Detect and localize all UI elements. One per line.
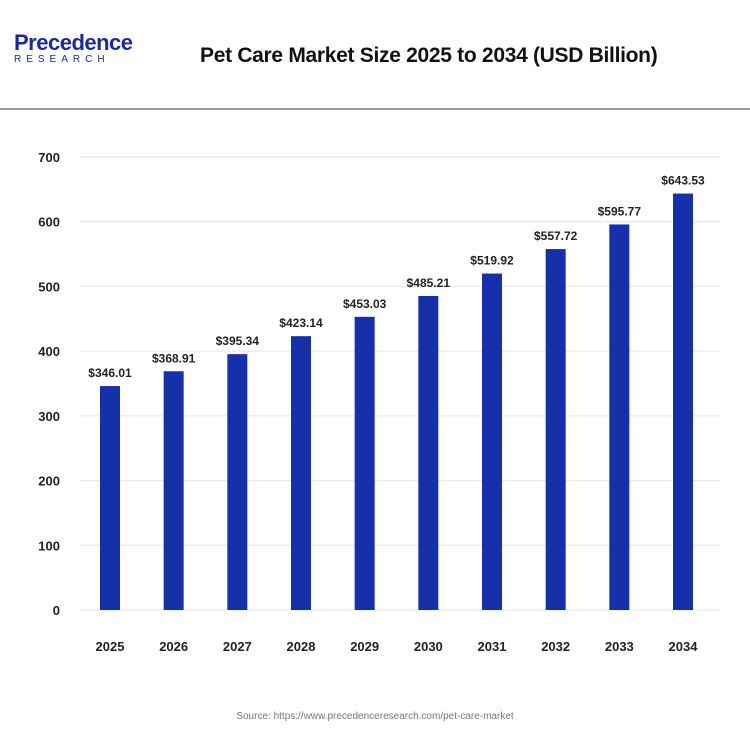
x-tick-label: 2026: [159, 639, 188, 654]
y-tick-label: 400: [38, 344, 60, 359]
chart-title: Pet Care Market Size 2025 to 2034 (USD B…: [200, 44, 658, 67]
y-tick-label: 600: [38, 215, 60, 230]
y-tick-label: 200: [38, 474, 60, 489]
x-tick-label: 2029: [350, 639, 379, 654]
x-tick-label: 2032: [541, 639, 570, 654]
x-tick-label: 2034: [669, 639, 699, 654]
source-note: Source: https://www.precedenceresearch.c…: [236, 711, 514, 722]
x-tick-label: 2027: [223, 639, 252, 654]
logo: Precedence RESEARCH: [14, 30, 133, 65]
x-tick-label: 2025: [96, 639, 125, 654]
data-label: $485.21: [407, 276, 451, 290]
y-tick-label: 500: [38, 279, 60, 294]
data-label: $423.14: [279, 316, 323, 330]
data-label: $395.34: [216, 334, 260, 348]
y-tick-label: 700: [38, 150, 60, 165]
y-tick-label: 0: [53, 603, 60, 618]
data-label: $453.03: [343, 297, 387, 311]
bar: [227, 354, 248, 610]
data-label: $595.77: [598, 204, 642, 218]
x-tick-label: 2031: [478, 639, 507, 654]
bar: [418, 295, 439, 610]
data-label: $643.53: [661, 174, 705, 188]
y-tick-label: 100: [38, 538, 60, 553]
x-tick-label: 2028: [287, 639, 316, 654]
data-label: $519.92: [470, 254, 514, 268]
logo-text: Precedence: [14, 30, 133, 55]
y-tick-label: 300: [38, 409, 60, 424]
data-label: $368.91: [152, 351, 196, 365]
bar: [100, 386, 120, 610]
bar: [609, 224, 630, 610]
bar: [482, 273, 502, 610]
bar: [673, 193, 693, 610]
x-tick-label: 2033: [605, 639, 634, 654]
bar: [354, 316, 375, 610]
bar: [545, 249, 566, 610]
logo-subtext: RESEARCH: [14, 54, 110, 65]
bar: [163, 371, 184, 610]
x-tick-label: 2030: [414, 639, 443, 654]
data-label: $557.72: [534, 229, 578, 243]
header: Precedence RESEARCH Pet Care Market Size…: [0, 0, 750, 110]
bar: [291, 336, 311, 610]
data-label: $346.01: [88, 366, 132, 380]
